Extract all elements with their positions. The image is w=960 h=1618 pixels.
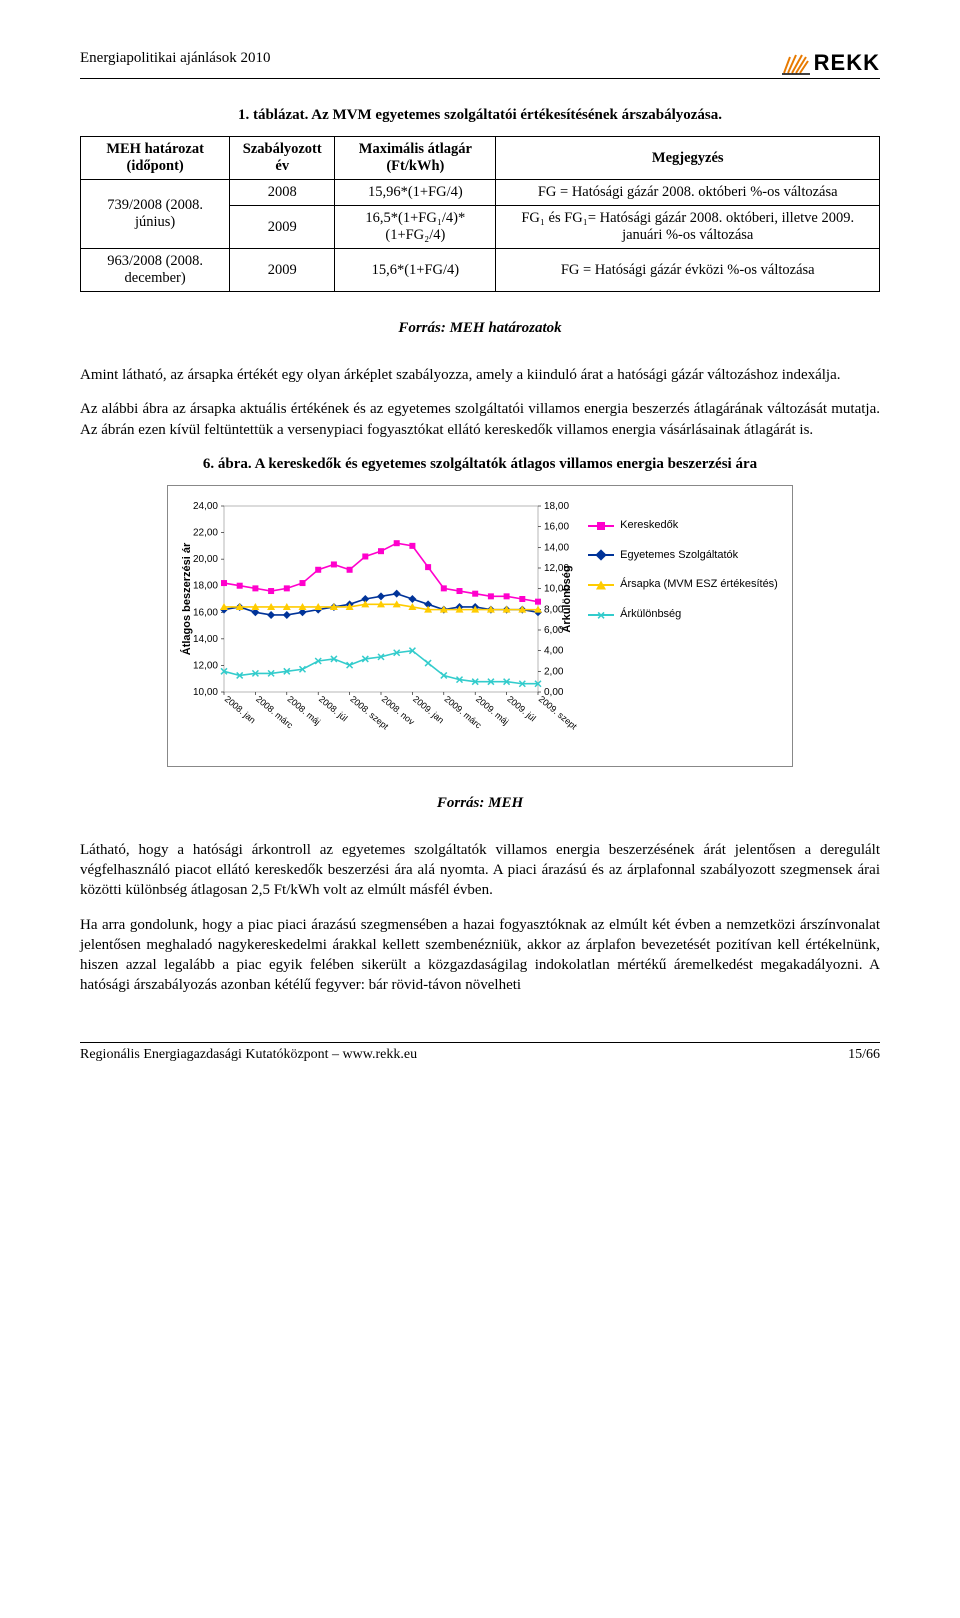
table-row: 963/2008 (2008. december) 2009 15,6*(1+F… [81,249,880,292]
svg-text:Átlagos beszerzési ár: Átlagos beszerzési ár [180,542,193,655]
svg-text:18,00: 18,00 [193,580,218,591]
svg-text:2,00: 2,00 [544,666,564,677]
cell-idopont: 739/2008 (2008. június) [81,180,230,249]
doc-title: Energiapolitikai ajánlások 2010 [80,50,271,67]
svg-text:20,00: 20,00 [193,554,218,565]
chart-source: Forrás: MEH [80,795,880,812]
svg-text:18,00: 18,00 [544,501,569,512]
cell-idopont: 963/2008 (2008. december) [81,249,230,292]
cell-ev: 2009 [230,249,335,292]
svg-text:24,00: 24,00 [193,501,218,512]
svg-text:22,00: 22,00 [193,527,218,538]
cell-megj: FG₁ és FG₁= Hatósági gázár 2008. október… [496,206,880,249]
sunburst-icon [782,51,810,75]
legend-label: Kereskedők [620,516,678,536]
page-header: Energiapolitikai ajánlások 2010 REKK [80,50,880,79]
legend-item: Egyetemes Szolgáltatók [588,546,778,566]
cell-ev: 2008 [230,180,335,206]
footer-right: 15/66 [848,1047,880,1063]
legend-item: ×Árkülönbség [588,605,778,625]
svg-text:4,00: 4,00 [544,645,564,656]
legend-label: Ársapka (MVM ESZ értékesítés) [620,575,778,595]
table-row: 739/2008 (2008. június) 2008 15,96*(1+FG… [81,180,880,206]
svg-text:2009. szept: 2009. szept [537,694,578,732]
col-ev: Szabályozott év [230,137,335,180]
paragraph: Ha arra gondolunk, hogy a piac piaci ára… [80,915,880,996]
paragraph: Az alábbi ábra az ársapka aktuális érték… [80,399,880,440]
legend-label: Egyetemes Szolgáltatók [620,546,738,566]
footer-left: Regionális Energiagazdasági Kutatóközpon… [80,1047,417,1063]
svg-text:2009. jan: 2009. jan [411,694,446,725]
col-ar: Maximális átlagár (Ft/kWh) [335,137,496,180]
svg-text:16,00: 16,00 [544,521,569,532]
svg-text:14,00: 14,00 [193,634,218,645]
legend-label: Árkülönbség [620,605,681,625]
cell-megj: FG = Hatósági gázár 2008. októberi %-os … [496,180,880,206]
legend-item: Ársapka (MVM ESZ értékesítés) [588,575,778,595]
paragraph: Amint látható, az ársapka értékét egy ol… [80,365,880,385]
line-chart: 10,00 12,00 14,00 16,00 18,00 20,00 22,00 24,00… [167,485,793,767]
cell-ar: 16,5*(1+FG₁/4)*(1+FG₂/4) [335,206,496,249]
table-source: Forrás: MEH határozatok [80,320,880,337]
table-caption: 1. táblázat. Az MVM egyetemes szolgáltat… [80,107,880,124]
cell-ar: 15,6*(1+FG/4) [335,249,496,292]
legend-item: Kereskedők [588,516,778,536]
svg-text:10,00: 10,00 [193,687,218,698]
col-megj: Megjegyzés [496,137,880,180]
svg-text:2008. jan: 2008. jan [223,694,258,725]
chart-legend: Kereskedők Egyetemes Szolgáltatók Ársapka … [588,496,778,635]
cell-megj: FG = Hatósági gázár évközi %-os változás… [496,249,880,292]
page-footer: Regionális Energiagazdasági Kutatóközpon… [80,1042,880,1063]
brand-logo: REKK [782,50,880,76]
cell-ev: 2009 [230,206,335,249]
chart-svg: 10,00 12,00 14,00 16,00 18,00 20,00 22,00 24,00… [178,496,578,756]
svg-text:12,00: 12,00 [193,660,218,671]
chart-caption: 6. ábra. A kereskedők és egyetemes szolg… [80,456,880,473]
brand-text: REKK [814,50,880,76]
pricing-table: MEH határozat (időpont) Szabályozott év … [80,136,880,292]
svg-text:14,00: 14,00 [544,542,569,553]
svg-text:Árkülönbség: Árkülönbség [560,565,573,632]
paragraph: Látható, hogy a hatósági árkontroll az e… [80,840,880,901]
col-idopont: MEH határozat (időpont) [81,137,230,180]
cell-ar: 15,96*(1+FG/4) [335,180,496,206]
svg-text:16,00: 16,00 [193,607,218,618]
